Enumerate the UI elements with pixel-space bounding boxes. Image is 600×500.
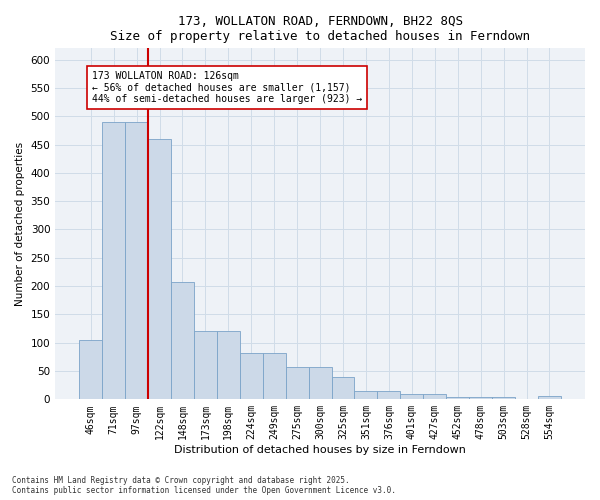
Bar (332, 376, 355, 400)
Bar (102, 122, 125, 400)
Bar (400, 394, 423, 400)
Bar (469, 396, 492, 400)
Bar (148, 139, 171, 400)
X-axis label: Distribution of detached houses by size in Ferndown: Distribution of detached houses by size … (174, 445, 466, 455)
Y-axis label: Number of detached properties: Number of detached properties (15, 142, 25, 306)
Bar (286, 367, 308, 400)
Bar (171, 282, 194, 400)
Bar (423, 394, 446, 400)
Bar (240, 353, 263, 400)
Bar (217, 331, 240, 400)
Bar (492, 396, 515, 400)
Bar (538, 396, 561, 400)
Bar (125, 122, 148, 400)
Text: 173 WOLLATON ROAD: 126sqm
← 56% of detached houses are smaller (1,157)
44% of se: 173 WOLLATON ROAD: 126sqm ← 56% of detac… (92, 71, 362, 104)
Text: Contains HM Land Registry data © Crown copyright and database right 2025.
Contai: Contains HM Land Registry data © Crown c… (12, 476, 396, 495)
Bar (355, 392, 377, 400)
Bar (79, 340, 102, 400)
Bar (446, 396, 469, 400)
Bar (308, 367, 332, 400)
Title: 173, WOLLATON ROAD, FERNDOWN, BH22 8QS
Size of property relative to detached hou: 173, WOLLATON ROAD, FERNDOWN, BH22 8QS S… (110, 15, 530, 43)
Bar (194, 331, 217, 400)
Bar (263, 353, 286, 400)
Bar (377, 392, 400, 400)
